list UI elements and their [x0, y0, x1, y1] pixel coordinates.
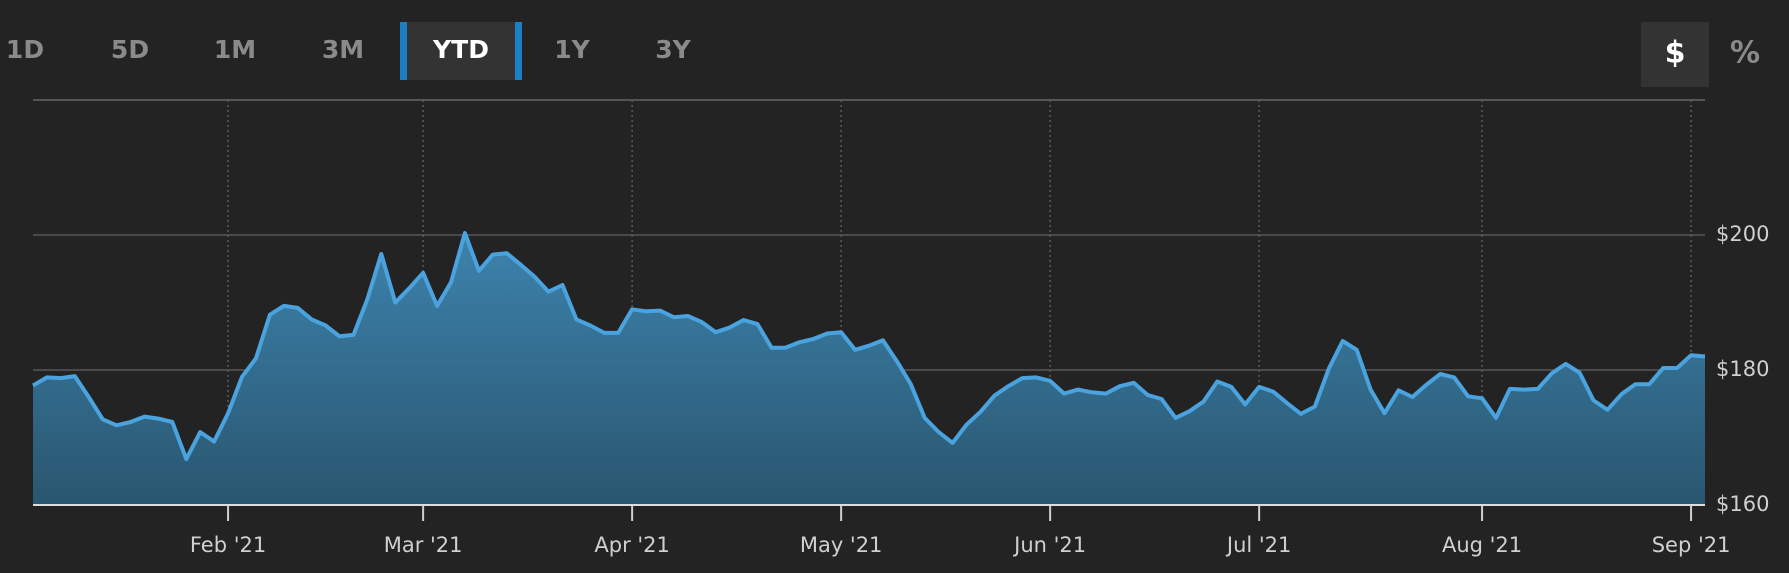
x-tick-label: Aug '21 — [1442, 533, 1522, 557]
range-button[interactable]: 1D — [6, 35, 44, 64]
price-line — [31, 231, 1706, 462]
range-button[interactable]: 5D — [111, 35, 149, 64]
x-tick-label: Sep '21 — [1652, 533, 1731, 557]
range-button[interactable]: 3Y — [655, 35, 691, 64]
y-tick-label: $160 — [1716, 492, 1769, 516]
range-button[interactable]: YTD — [432, 35, 489, 64]
price-area — [33, 233, 1705, 505]
range-button[interactable]: 3M — [322, 35, 364, 64]
selected-range-bg — [402, 22, 520, 80]
range-button[interactable]: 1M — [214, 35, 256, 64]
range-button[interactable]: 1Y — [554, 35, 590, 64]
unit-button[interactable]: % — [1730, 36, 1760, 71]
unit-button[interactable]: $ — [1665, 36, 1686, 71]
selected-range-edge — [515, 22, 522, 80]
x-tick-label: Feb '21 — [190, 533, 266, 557]
x-tick-label: Apr '21 — [594, 533, 670, 557]
y-tick-label: $200 — [1716, 222, 1769, 246]
x-tick-label: May '21 — [800, 533, 883, 557]
selected-unit-bg — [1641, 22, 1709, 87]
y-tick-label: $180 — [1716, 357, 1769, 381]
x-tick-label: Mar '21 — [384, 533, 463, 557]
x-tick-label: Jul '21 — [1225, 533, 1292, 557]
x-tick-label: Jun '21 — [1012, 533, 1086, 557]
selected-range-edge — [400, 22, 407, 80]
